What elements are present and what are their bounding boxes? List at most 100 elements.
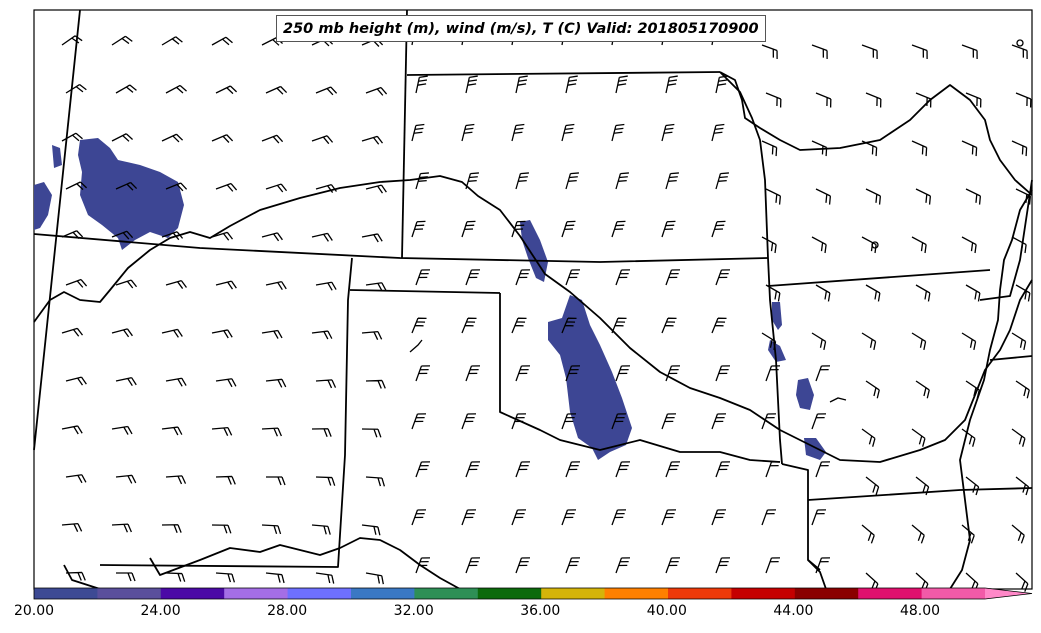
wind-barb — [111, 35, 133, 46]
wind-barb — [365, 476, 386, 487]
river-lines — [33, 71, 1033, 590]
wind-barb — [365, 184, 387, 194]
wind-barb — [211, 426, 233, 436]
wind-barb — [115, 279, 138, 289]
colorbar-tick-label: 24.00 — [140, 603, 181, 619]
wind-barb — [665, 75, 678, 94]
wind-barb — [861, 44, 878, 60]
wind-barb — [561, 509, 577, 526]
wind-barb — [411, 220, 426, 238]
wind-barb — [465, 75, 478, 94]
wind-barb — [266, 476, 286, 486]
wind-barb — [65, 278, 88, 288]
border-nm-co — [99, 257, 353, 568]
wind-barb — [161, 426, 183, 436]
border-il-ky — [979, 179, 1033, 301]
wind-barb — [211, 329, 233, 339]
wind-barb — [265, 281, 287, 291]
wind-barb — [261, 427, 282, 437]
wind-barb — [415, 172, 429, 190]
wind-barb — [961, 524, 975, 544]
wind-barb — [361, 233, 383, 243]
colorbar-segment — [731, 588, 796, 599]
wind-barb — [215, 572, 236, 583]
colorbar-segment — [97, 588, 162, 599]
wind-barb — [465, 557, 481, 574]
wind-barb — [611, 220, 626, 238]
wind-barb — [515, 365, 531, 382]
wind-barb — [811, 332, 827, 350]
wind-barb — [1011, 524, 1025, 544]
wind-barb — [215, 280, 237, 290]
wind-barb — [461, 509, 477, 526]
wind-barb — [465, 269, 481, 286]
wind-barb — [865, 92, 882, 108]
wind-barb — [961, 44, 978, 60]
wind-barb — [261, 232, 283, 242]
border-ks-ok — [349, 289, 501, 294]
wind-barb — [261, 329, 283, 339]
wind-barb — [715, 365, 731, 382]
wind-barb — [1015, 92, 1032, 108]
wind-barb — [865, 476, 880, 496]
wind-barb — [765, 284, 781, 302]
wind-barb — [361, 330, 383, 340]
wind-barb — [311, 135, 334, 145]
wind-barb — [365, 572, 384, 585]
wind-barb — [765, 557, 781, 574]
wind-barb — [765, 365, 781, 382]
wind-barb — [711, 509, 727, 526]
shaded-region-arkansas-b — [768, 340, 786, 362]
wind-barb — [811, 140, 828, 157]
wind-barb — [161, 328, 183, 338]
wind-barb — [915, 380, 930, 399]
wind-barb — [561, 317, 577, 334]
wind-barb — [411, 317, 427, 334]
border-ms-tn — [989, 355, 1033, 361]
wind-barb — [515, 269, 531, 286]
wind-barb — [315, 572, 335, 584]
wind-barb — [865, 284, 881, 302]
wind-barb — [315, 476, 336, 486]
wind-barb — [865, 380, 880, 399]
wind-barb — [415, 557, 431, 574]
wind-barb — [665, 365, 681, 382]
colorbar-segment — [668, 588, 732, 599]
wind-barb — [611, 509, 627, 526]
wind-barb — [615, 365, 631, 382]
wind-barb — [115, 377, 137, 387]
shaded-region-colorado-nw — [52, 145, 62, 168]
wind-barb — [1015, 188, 1032, 205]
wind-barb — [111, 523, 132, 533]
wind-barb — [815, 92, 832, 108]
wind-barb — [65, 83, 87, 94]
wind-barb — [215, 475, 236, 485]
wind-barb — [215, 85, 238, 95]
wind-barb — [611, 413, 627, 430]
wind-barb — [765, 461, 781, 478]
wind-barb — [461, 123, 475, 142]
wind-barb — [665, 461, 681, 478]
wind-barb — [511, 317, 527, 334]
river-red — [63, 537, 461, 590]
wind-barb — [111, 328, 133, 338]
wind-barb — [415, 461, 431, 478]
wind-barb — [65, 571, 86, 581]
border-ne-sd — [406, 71, 721, 76]
map-title: 250 mb height (m), wind (m/s), T (C) Val… — [276, 15, 766, 42]
wind-barb — [665, 557, 681, 574]
wind-barb — [361, 524, 381, 536]
wind-barb — [765, 92, 782, 108]
border-ar-la — [807, 487, 1033, 501]
wind-barb — [215, 182, 238, 192]
wind-barb — [911, 524, 925, 544]
wind-barb — [465, 365, 481, 382]
wind-barb — [911, 236, 927, 254]
wind-barb — [861, 524, 875, 544]
wind-barb — [215, 378, 237, 388]
wind-barb — [461, 413, 477, 430]
wind-barb — [965, 188, 982, 205]
wind-barb — [761, 509, 777, 526]
wind-barb — [511, 220, 526, 238]
wind-barb — [815, 284, 831, 302]
